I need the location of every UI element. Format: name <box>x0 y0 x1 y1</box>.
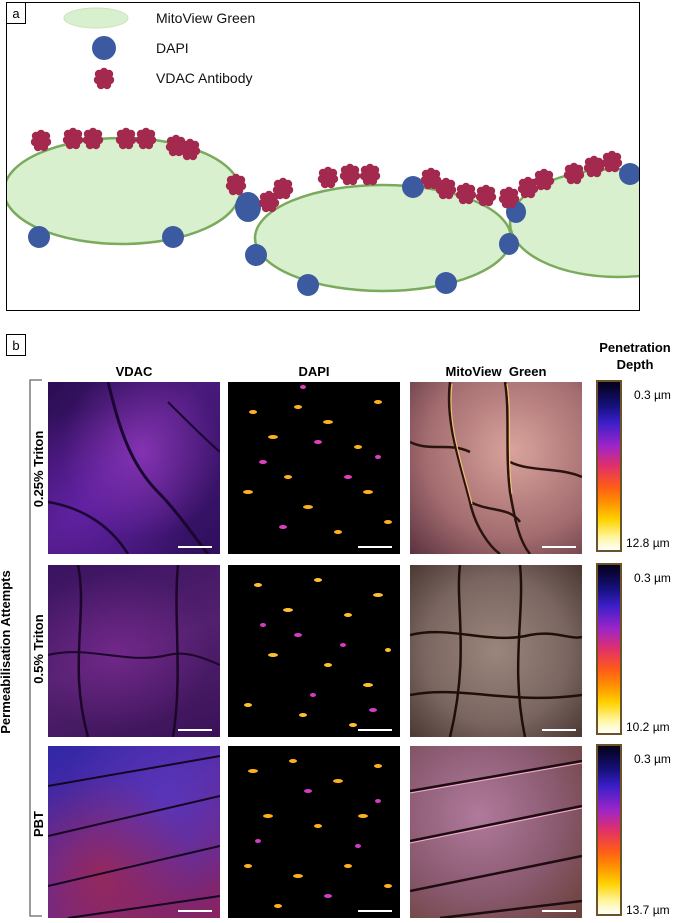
y-axis-label: Permeabilisation Attempts <box>0 570 13 734</box>
micrograph-dapi-pbt <box>228 746 400 918</box>
micrograph-mitoview-05-triton <box>410 565 582 737</box>
scale-bar <box>178 546 212 548</box>
scale-bar <box>178 729 212 731</box>
row-label-05-triton: 0.5% Triton <box>31 614 46 684</box>
legend-label-mitoview: MitoView Green <box>156 10 256 26</box>
legend-label-dapi: DAPI <box>156 40 189 56</box>
scale-bar <box>178 910 212 912</box>
depth-bottom-05-triton: 10.2 µm <box>626 720 670 734</box>
scale-bar <box>542 729 576 731</box>
micrograph-vdac-05-triton <box>48 565 220 737</box>
scale-bar <box>358 546 392 548</box>
colorbar-025-triton <box>596 380 622 552</box>
column-header-mitoview: MitoView Green <box>445 364 547 379</box>
mitochondria-ellipse-icon <box>63 7 129 29</box>
depth-top-05-triton: 0.3 µm <box>634 571 671 585</box>
micrograph-mitoview-pbt <box>410 746 582 918</box>
micrograph-dapi-025-triton <box>228 382 400 554</box>
micrograph-vdac-pbt <box>48 746 220 918</box>
row-label-pbt: PBT <box>31 811 46 837</box>
depth-bottom-025-triton: 12.8 µm <box>626 536 670 550</box>
row-label-025-triton: 0.25% Triton <box>31 430 46 508</box>
nucleus-icon <box>92 36 116 60</box>
scale-bar <box>358 910 392 912</box>
panel-a-diagram <box>7 7 639 296</box>
column-header-vdac: VDAC <box>115 364 153 379</box>
depth-top-pbt: 0.3 µm <box>634 752 671 766</box>
legend-label-vdac: VDAC Antibody <box>156 70 253 86</box>
row-bracket <box>29 379 42 917</box>
micrograph-mitoview-025-triton <box>410 382 582 554</box>
column-header-dapi: DAPI <box>298 364 330 379</box>
depth-top-025-triton: 0.3 µm <box>634 388 671 402</box>
depth-bottom-pbt: 13.7 µm <box>626 903 670 917</box>
dapi-nuclei <box>28 163 639 296</box>
colorbar-title: Penetration Depth <box>599 340 671 372</box>
colorbar-pbt <box>596 744 622 916</box>
scale-bar <box>542 910 576 912</box>
panel-a-frame <box>6 2 640 311</box>
micrograph-dapi-05-triton <box>228 565 400 737</box>
colorbar-05-triton <box>596 563 622 735</box>
panel-a-letter: a <box>6 2 26 24</box>
micrograph-vdac-025-triton <box>48 382 220 554</box>
antibody-cluster-icon <box>93 67 115 90</box>
scale-bar <box>542 546 576 548</box>
panel-b-letter: b <box>6 334 26 356</box>
scale-bar <box>358 729 392 731</box>
